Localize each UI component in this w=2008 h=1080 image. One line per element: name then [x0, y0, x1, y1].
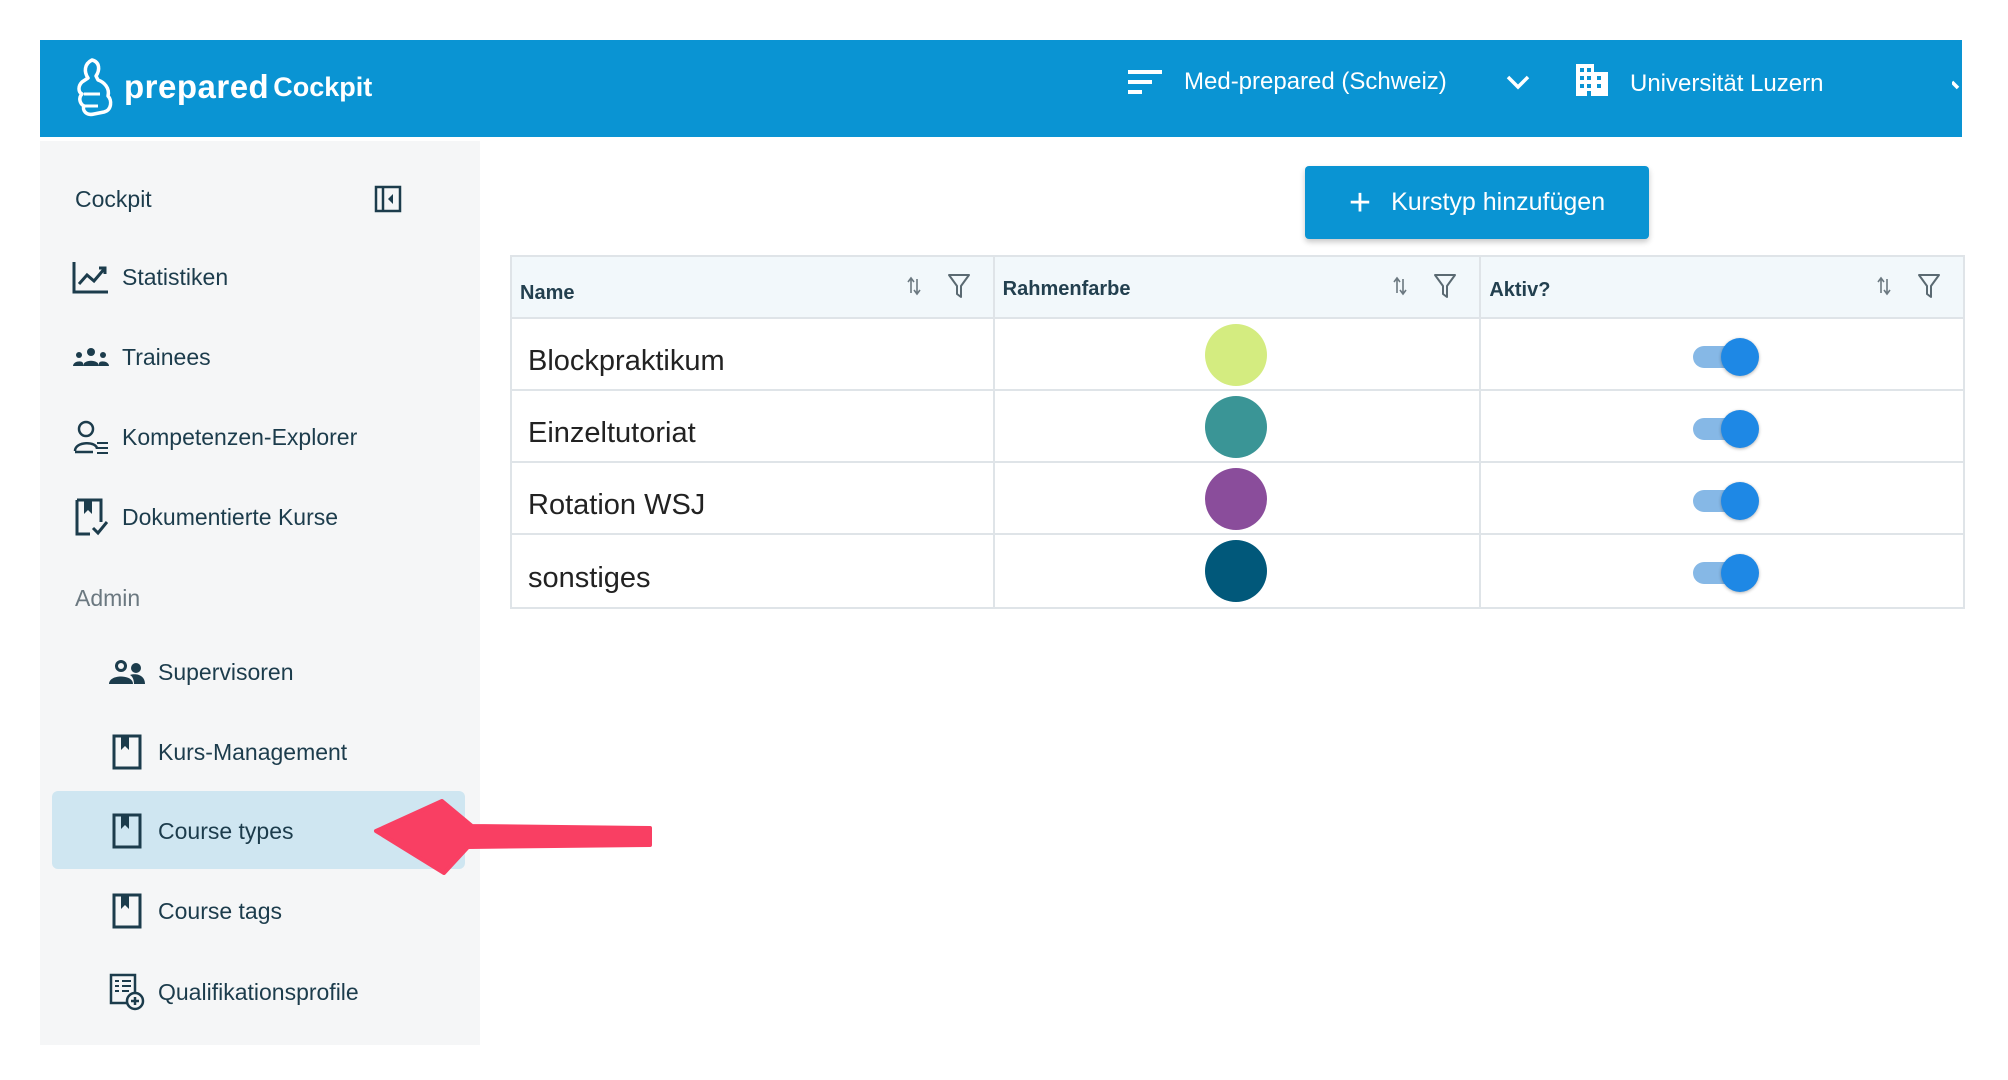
- top-bar: prepared Cockpit Med-prepared (Schweiz) …: [40, 40, 1962, 137]
- sidebar-item-label: Course types: [158, 817, 294, 844]
- sidebar-item-supervisoren[interactable]: Supervisoren: [108, 653, 294, 691]
- sidebar-item-label: Kurs-Management: [158, 738, 348, 765]
- table-header: Name Rahmenfarbe Aktiv?: [512, 257, 1963, 319]
- cell-name: Einzeltutoriat: [528, 416, 696, 449]
- filter-icon[interactable]: [1433, 273, 1457, 299]
- sidebar-item-label: Qualifikationsprofile: [158, 978, 359, 1005]
- brand-suffix: Cockpit: [273, 71, 373, 102]
- color-swatch: [1204, 396, 1267, 458]
- cell-name: sonstiges: [528, 561, 651, 594]
- sidebar-item-label: Supervisoren: [158, 658, 294, 685]
- brand-name: prepared: [124, 68, 270, 105]
- table-row[interactable]: sonstiges: [512, 535, 1963, 607]
- sort-icon[interactable]: [1877, 276, 1891, 296]
- bookmark-icon: [108, 733, 146, 771]
- sort-icon[interactable]: [1393, 276, 1407, 296]
- cell-active: [1479, 319, 1963, 389]
- active-toggle[interactable]: [1693, 410, 1760, 448]
- sidebar-item-label: Dokumentierte Kurse: [122, 503, 339, 530]
- sidebar-item-label: Trainees: [122, 343, 211, 370]
- sidebar-item-qualifikationsprofile[interactable]: Qualifikationsprofile: [108, 973, 359, 1011]
- sidebar-item-label: Statistiken: [122, 263, 229, 290]
- building-icon: [1576, 64, 1608, 96]
- table-row[interactable]: Rotation WSJ: [512, 463, 1963, 535]
- bookmark-icon: [108, 892, 146, 930]
- institution-name: Universität Luzern: [1630, 70, 1824, 97]
- sidebar-item-label: Course tags: [158, 897, 283, 924]
- annotation-arrow: [374, 799, 652, 875]
- institution-selector[interactable]: Universität Luzern: [1574, 62, 1823, 98]
- cell-color: [992, 319, 1480, 389]
- sidebar-item-course-types[interactable]: Course types: [108, 812, 294, 850]
- user-list-icon: [72, 418, 110, 456]
- cell-active: [1479, 391, 1963, 461]
- sidebar-section-admin: Admin: [75, 585, 141, 611]
- column-header-aktiv[interactable]: Aktiv?: [1479, 257, 1963, 317]
- sort-lines-icon: [1128, 70, 1162, 94]
- cell-active: [1479, 463, 1963, 533]
- thumbs-up-logo-icon: [77, 58, 113, 117]
- chevron-down-icon[interactable]: [1505, 73, 1531, 91]
- sidebar: Cockpit Statistiken Trainees Kompetenzen…: [40, 141, 480, 1045]
- column-header-name[interactable]: Name: [512, 257, 993, 317]
- column-label: Name: [520, 281, 575, 304]
- program-selector[interactable]: Med-prepared (Schweiz): [1128, 68, 1531, 96]
- cell-color: [992, 463, 1480, 533]
- bookmark-icon: [108, 812, 146, 850]
- sidebar-item-course-tags[interactable]: Course tags: [108, 892, 282, 930]
- program-name: Med-prepared (Schweiz): [1184, 68, 1447, 95]
- sidebar-title: Cockpit: [75, 186, 152, 212]
- bookmark-check-icon: [72, 498, 110, 536]
- add-button-label: Kurstyp hinzufügen: [1391, 188, 1606, 216]
- cell-color: [992, 535, 1480, 607]
- sidebar-item-kompetenzen-explorer[interactable]: Kompetenzen-Explorer: [72, 418, 357, 456]
- sidebar-item-kurs-management[interactable]: Kurs-Management: [108, 733, 347, 771]
- column-label: Aktiv?: [1489, 278, 1551, 301]
- cell-name: Blockpraktikum: [528, 344, 725, 377]
- cell-active: [1479, 535, 1963, 607]
- sidebar-item-statistiken[interactable]: Statistiken: [72, 258, 228, 296]
- group-icon: [72, 338, 110, 376]
- sidebar-item-dokumentierte-kurse[interactable]: Dokumentierte Kurse: [72, 498, 338, 536]
- cell-name: Rotation WSJ: [528, 488, 706, 521]
- cell-color: [992, 391, 1480, 461]
- color-swatch: [1204, 468, 1267, 530]
- sidebar-item-trainees[interactable]: Trainees: [72, 338, 211, 376]
- course-types-table: Name Rahmenfarbe Aktiv? Blockpraktikum: [510, 255, 1965, 609]
- active-toggle[interactable]: [1693, 338, 1760, 376]
- chart-line-icon: [72, 258, 110, 296]
- plus-icon: +: [1348, 181, 1372, 224]
- chevron-down-icon[interactable]: [1952, 78, 1962, 96]
- color-swatch: [1204, 540, 1267, 602]
- table-row[interactable]: Blockpraktikum: [512, 319, 1963, 391]
- collapse-sidebar-icon[interactable]: [374, 185, 402, 213]
- supervisors-icon: [108, 653, 146, 691]
- sort-icon[interactable]: [907, 276, 921, 296]
- document-plus-icon: [108, 973, 146, 1011]
- add-course-type-button[interactable]: + Kurstyp hinzufügen: [1305, 166, 1649, 239]
- sidebar-item-label: Kompetenzen-Explorer: [122, 423, 358, 450]
- column-header-rahmenfarbe[interactable]: Rahmenfarbe: [992, 257, 1480, 317]
- logo[interactable]: prepared Cockpit: [74, 56, 372, 118]
- active-toggle[interactable]: [1693, 482, 1760, 520]
- filter-icon[interactable]: [1917, 273, 1941, 299]
- active-toggle[interactable]: [1693, 554, 1760, 592]
- table-row[interactable]: Einzeltutoriat: [512, 391, 1963, 463]
- color-swatch: [1204, 324, 1267, 386]
- column-label: Rahmenfarbe: [1002, 277, 1131, 300]
- filter-icon[interactable]: [947, 273, 971, 299]
